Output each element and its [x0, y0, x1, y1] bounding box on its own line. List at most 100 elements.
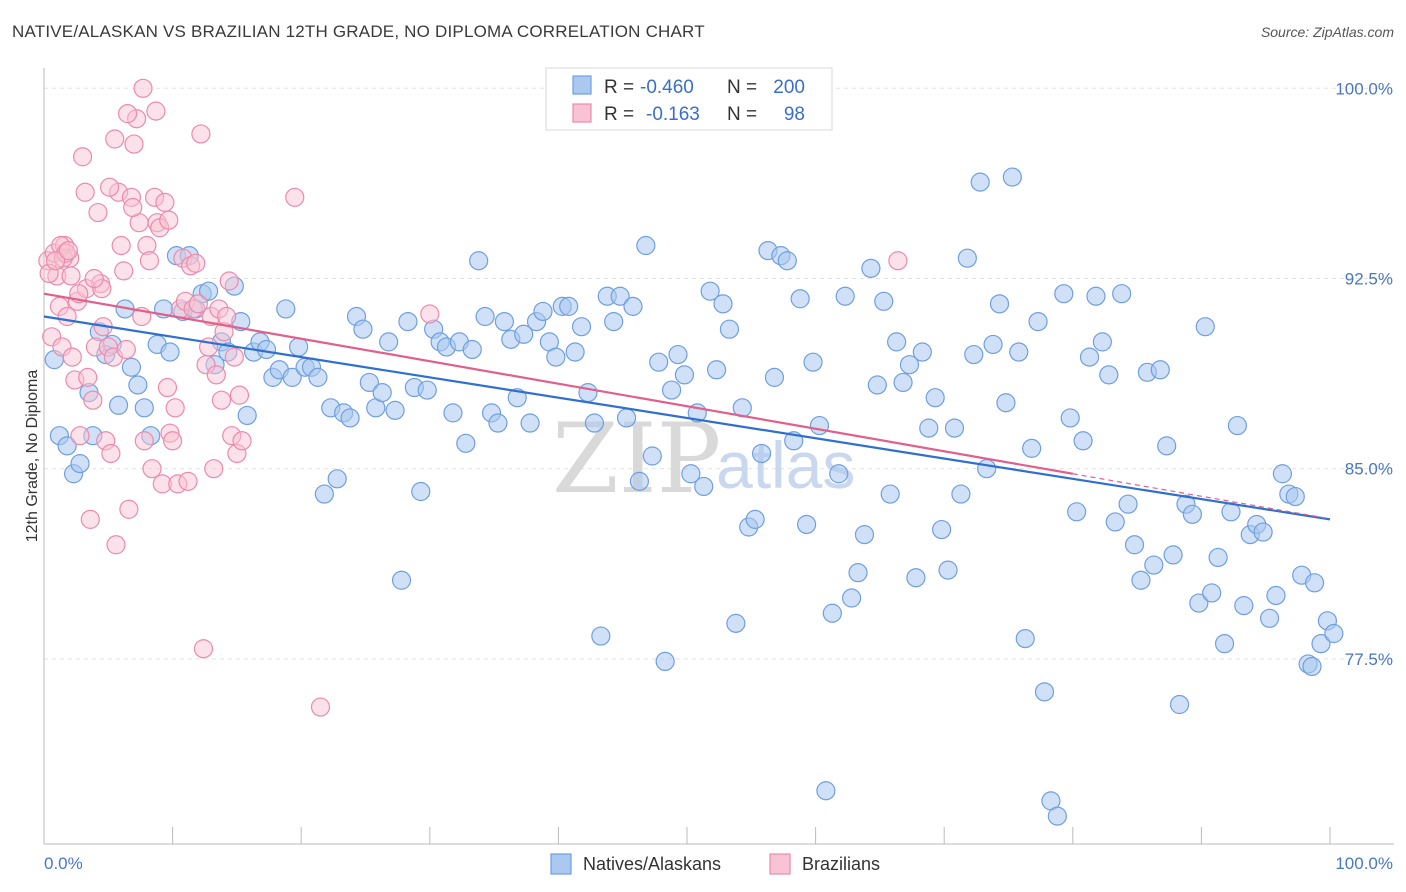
natives-alaskans-point [1189, 593, 1209, 613]
brazilians-point [211, 390, 232, 410]
natives-alaskans-point [887, 332, 907, 352]
natives-alaskans-point [559, 296, 579, 316]
natives-alaskans-point [353, 319, 373, 339]
axes [43, 68, 1394, 845]
chart-title: NATIVE/ALASKAN VS BRAZILIAN 12TH GRADE, … [12, 22, 705, 41]
brazilians-points [38, 78, 908, 717]
natives-alaskans-point [591, 626, 611, 646]
natives-alaskans-point [912, 342, 932, 362]
natives-alaskans-point [128, 375, 148, 395]
legend-swatch-natives [572, 75, 592, 95]
legend-r-label-natives: R = [604, 77, 634, 98]
natives-alaskans-point [1009, 342, 1029, 362]
natives-alaskans-point [1073, 431, 1093, 451]
brazilians-point [155, 192, 175, 213]
x-ticks [43, 827, 1331, 844]
natives-alaskans-point [1304, 573, 1325, 593]
legend-n-label-natives: N = [727, 77, 757, 98]
brazilians-point [217, 306, 237, 327]
natives-alaskans-point [803, 352, 823, 372]
brazilians-point [114, 261, 134, 281]
brazilians-point [146, 101, 166, 121]
natives-alaskans-point [983, 334, 1003, 355]
brazilians-point [229, 385, 250, 405]
natives-alaskans-point [1227, 415, 1248, 436]
brazilians-point [83, 390, 103, 410]
brazilians-point [61, 266, 81, 286]
natives-alaskans-point [571, 317, 592, 337]
brazilians-point [163, 431, 183, 451]
natives-alaskans-point [1067, 502, 1087, 522]
brazilians-point [142, 459, 162, 479]
brazilians-point [58, 240, 79, 261]
natives-alaskans-point [1169, 694, 1190, 715]
brazilians-point [70, 426, 90, 446]
natives-alaskans-point [1131, 570, 1151, 590]
brazilians-point [117, 104, 138, 124]
natives-alaskans-point [938, 560, 958, 580]
natives-alaskans-point [1214, 634, 1235, 654]
natives-alaskans-point [777, 251, 797, 271]
natives-alaskans-point [584, 413, 605, 433]
natives-alaskans-point [327, 469, 347, 489]
natives-alaskans-point [706, 360, 727, 380]
bottom-legend-swatch-natives [550, 853, 572, 875]
natives-alaskans-point [655, 651, 675, 672]
brazilians-point [99, 177, 120, 197]
natives-alaskans-point [874, 291, 894, 311]
natives-alaskans-point [1118, 494, 1138, 514]
watermark-zip: ZIP [552, 403, 721, 515]
natives-alaskans-point [674, 365, 695, 385]
brazilians-point [123, 197, 143, 218]
natives-alaskans-point [816, 781, 836, 801]
brazilians-point [101, 443, 121, 464]
natives-alaskans-point [629, 471, 650, 491]
natives-alaskans-point [854, 525, 875, 545]
natives-alaskans-point [610, 286, 630, 306]
brazilians-point [62, 347, 82, 367]
natives-alaskans-point [494, 311, 514, 332]
brazilians-point [88, 202, 108, 223]
natives-alaskans-point [932, 519, 952, 540]
y-tick-labels: 77.5% 85.0% 92.5% 100.0% [1335, 79, 1393, 669]
natives-alaskans-point [514, 324, 534, 344]
natives-alaskans-point [1234, 596, 1254, 616]
brazilians-point [165, 398, 185, 418]
brazilians-point [72, 147, 93, 167]
natives-alaskans-point [668, 344, 688, 365]
brazilians-point [157, 377, 178, 398]
natives-alaskans-point [121, 357, 142, 377]
bottom-legend-swatch-brazilians [769, 853, 791, 875]
natives-alaskans-point [1266, 585, 1286, 606]
natives-alaskans-point [604, 311, 624, 332]
natives-alaskans-point [1144, 555, 1164, 575]
natives-alaskans-point [1086, 286, 1106, 306]
natives-alaskans-point [880, 484, 900, 504]
natives-alaskans-point [578, 383, 598, 403]
brazilians-point [206, 365, 226, 385]
natives-alaskans-point [1272, 464, 1293, 484]
brazilians-point [134, 431, 154, 451]
natives-alaskans-point [276, 299, 296, 319]
natives-alaskans-point [616, 408, 637, 428]
brazilians-point [105, 129, 125, 149]
natives-alaskans-point [796, 514, 817, 535]
bottom-legend-label-brazilians: Brazilians [802, 854, 880, 874]
natives-alaskans-point [1182, 504, 1202, 524]
trend-lines [43, 292, 1331, 521]
natives-alaskans-point [1195, 317, 1215, 337]
source-label: Source: ZipAtlas.com [1260, 24, 1394, 40]
natives-alaskans-point [488, 413, 508, 433]
y-tick-label: 100.0% [1335, 79, 1393, 98]
natives-alaskans-point [1311, 634, 1331, 654]
brazilians-point [111, 235, 131, 256]
natives-alaskans-point [649, 352, 669, 372]
natives-alaskans-point [964, 344, 984, 365]
natives-alaskans-point [867, 375, 887, 395]
brazilians-point [285, 187, 305, 207]
y-tick-label: 77.5% [1345, 650, 1393, 669]
y-tick-label: 92.5% [1345, 269, 1393, 288]
brazilians-point [178, 471, 198, 491]
brazilians-point [84, 268, 104, 289]
